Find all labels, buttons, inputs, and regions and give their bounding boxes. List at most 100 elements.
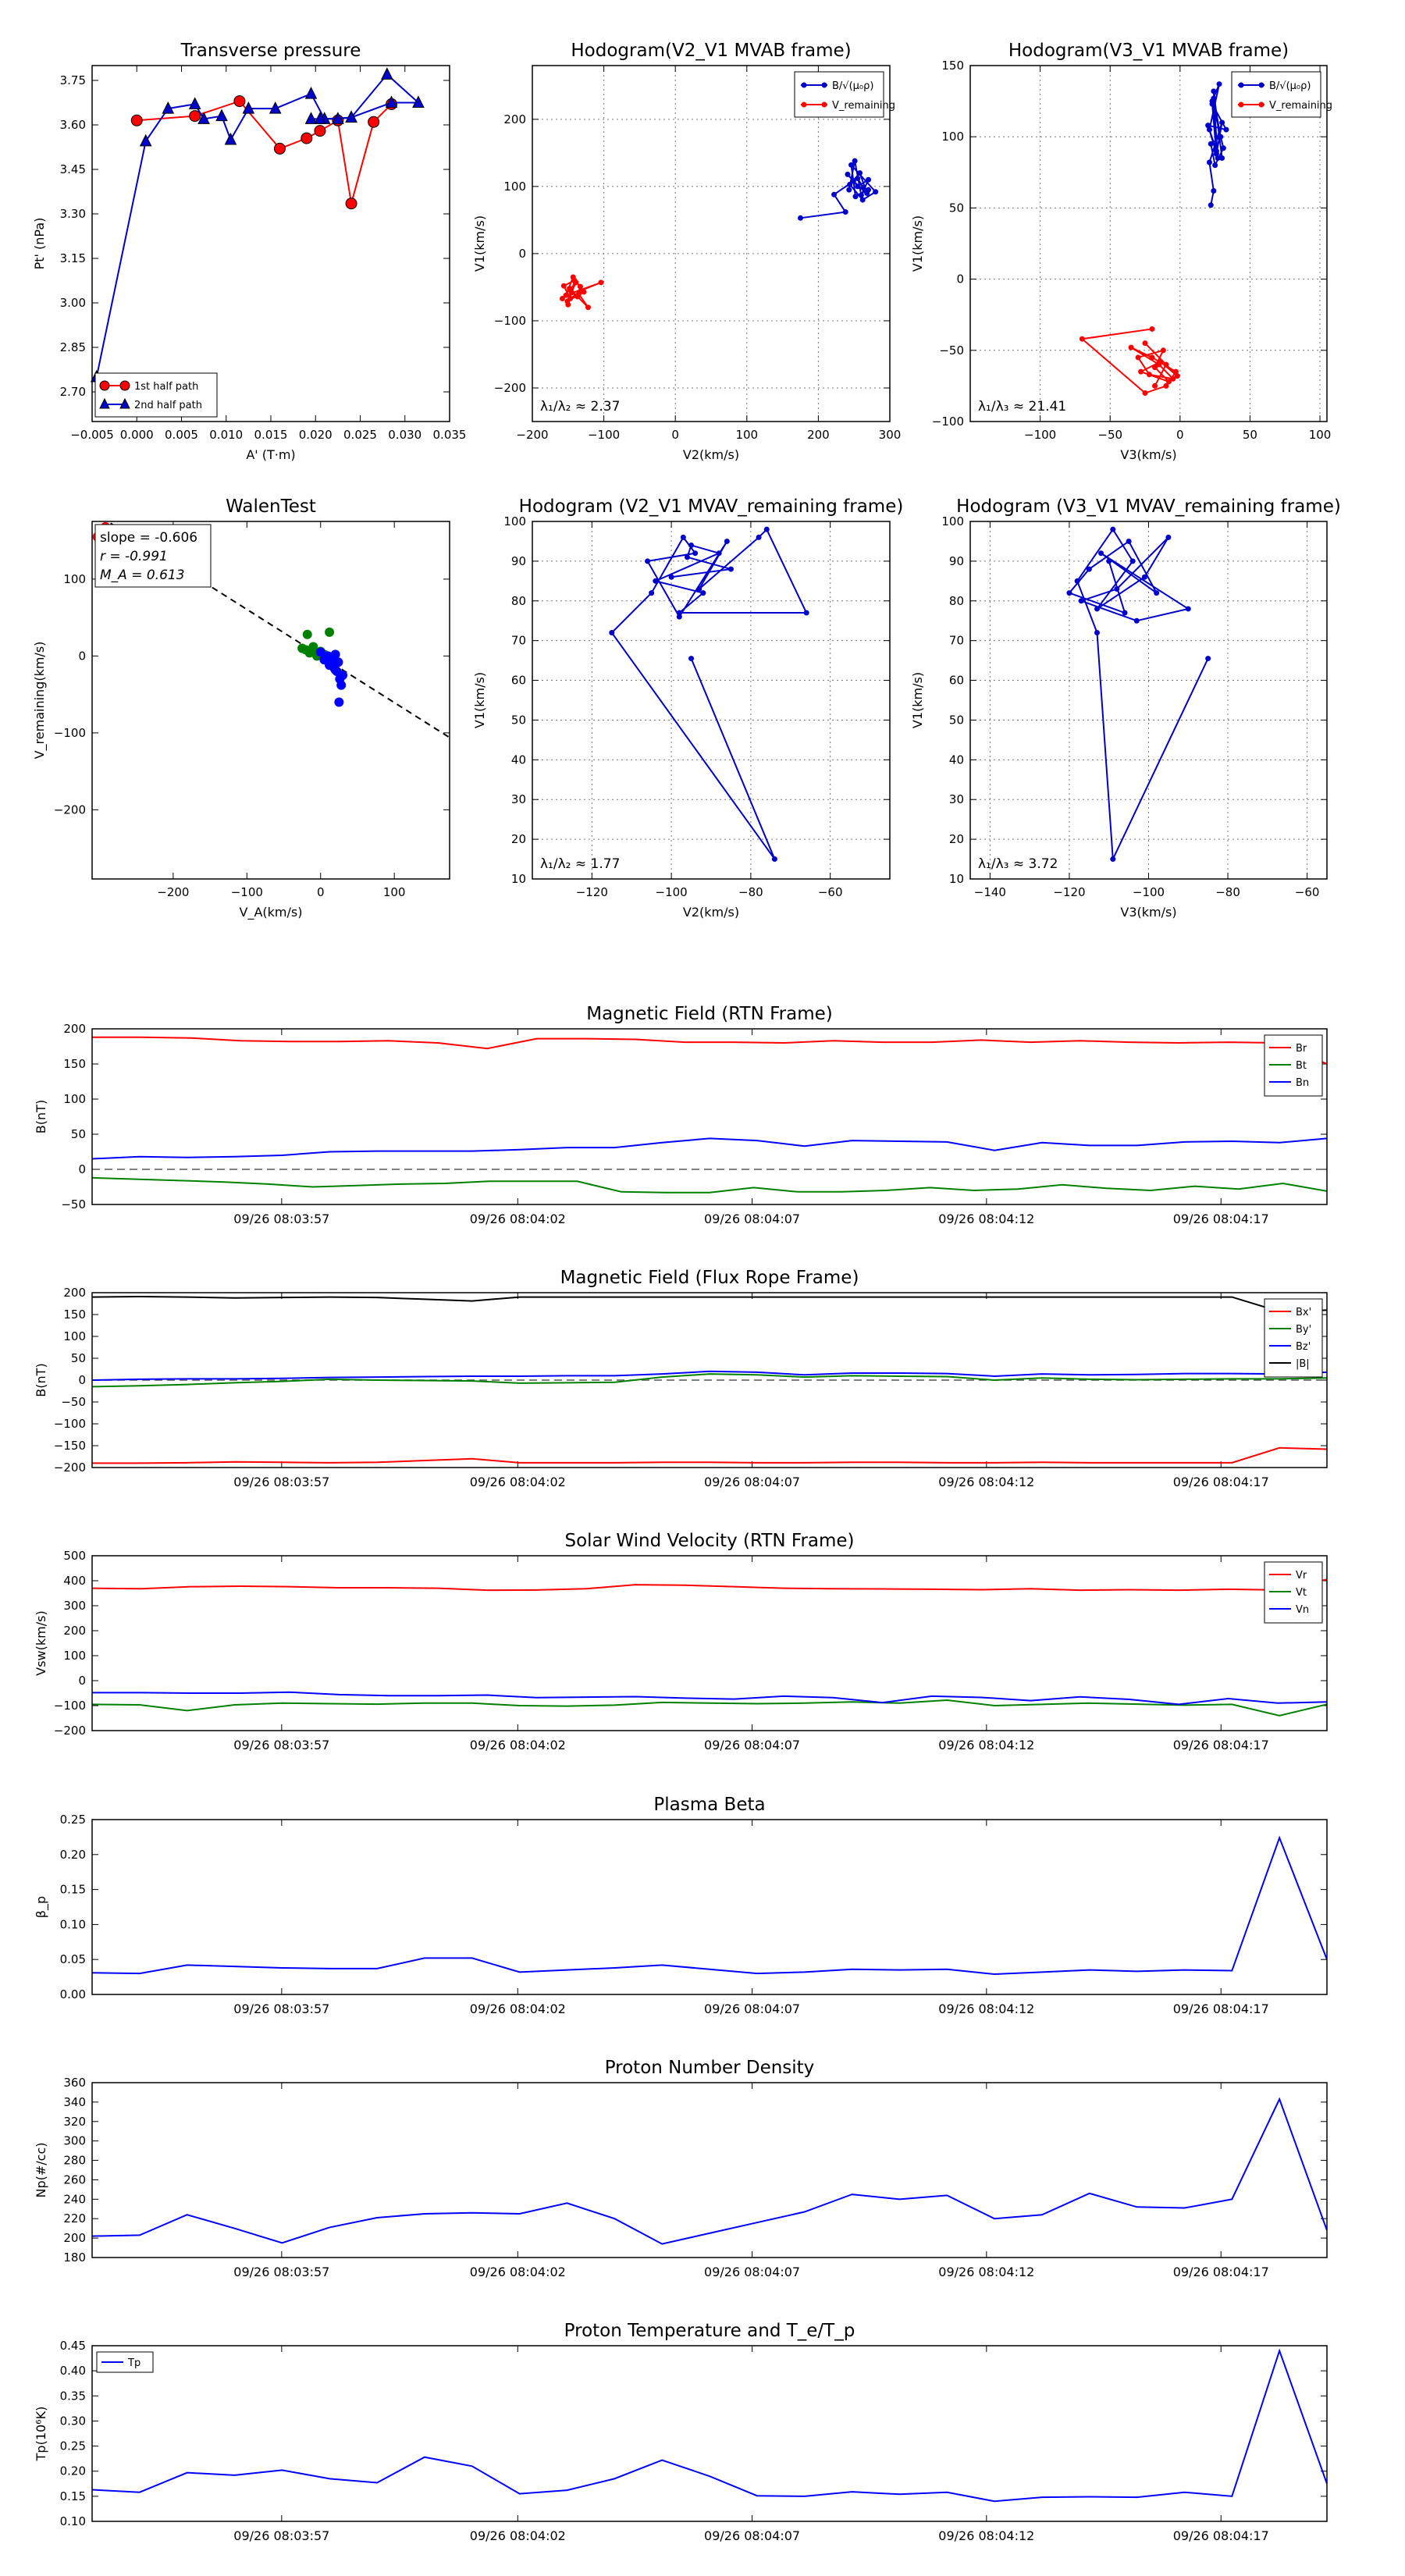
x-tick-label: −60 — [818, 885, 843, 899]
data-point — [224, 132, 237, 145]
y-axis-label: V1(km/s) — [910, 215, 925, 272]
x-tick-label: −200 — [157, 885, 189, 899]
plot-border — [969, 65, 1328, 422]
data-point — [676, 614, 682, 620]
x-tick-label: 100 — [383, 885, 406, 899]
data-point — [855, 176, 861, 182]
x-tick-label: −200 — [516, 428, 548, 442]
y-tick-label: 0.30 — [60, 2414, 86, 2428]
x-tick-label: 09/26 08:03:57 — [233, 1212, 329, 1226]
y-tick-label: −200 — [54, 802, 86, 817]
x-tick-label: −0.005 — [70, 428, 114, 442]
data-point — [1149, 354, 1155, 361]
data-point — [1094, 606, 1100, 612]
data-point — [848, 162, 855, 168]
x-tick-label: 09/26 08:04:07 — [704, 1738, 800, 1752]
y-tick-label: 60 — [511, 674, 526, 688]
series-line-Br — [92, 1036, 1327, 1065]
x-tick-label: 50 — [1243, 428, 1257, 442]
data-point — [1110, 526, 1116, 532]
y-tick-label: 10 — [949, 872, 964, 886]
data-point — [571, 277, 578, 283]
data-point — [567, 286, 573, 292]
data-point — [860, 185, 866, 191]
y-tick-label: 150 — [63, 1057, 86, 1071]
plot-border — [969, 521, 1328, 880]
chart-h1: Hodogram(V2_V1 MVAB frame) −200 −100 0 100 20… — [472, 41, 901, 462]
data-point — [724, 538, 730, 544]
plot-border — [91, 1555, 1328, 1731]
x-tick-label: 09/26 08:04:12 — [938, 2001, 1034, 2016]
series-line-beta — [92, 1835, 1327, 1976]
x-tick-label: 09/26 08:04:17 — [1173, 1212, 1269, 1226]
data-point — [574, 294, 581, 300]
stats-box — [94, 524, 212, 588]
data-point — [162, 101, 175, 114]
y-tick-label: 100 — [503, 514, 526, 528]
data-point — [1149, 326, 1155, 332]
x-tick-label: 100 — [1309, 428, 1332, 442]
data-point — [645, 558, 651, 564]
x-tick-label: −80 — [738, 885, 763, 899]
data-point — [269, 101, 282, 114]
data-point — [1206, 126, 1212, 133]
y-tick-label: 10 — [511, 872, 526, 886]
data-point — [585, 304, 591, 311]
chart-np: Proton Number Density 180 200 220 240 260 280 3… — [34, 2058, 1328, 2279]
y-tick-label: 500 — [63, 1549, 86, 1563]
legend-label: Vn — [1296, 1604, 1309, 1616]
legend-marker — [1238, 101, 1244, 108]
plot-border — [532, 65, 891, 422]
chart-title: Hodogram(V2_V1 MVAB frame) — [571, 41, 851, 61]
y-axis-label: V_remaining(km/s) — [32, 642, 48, 760]
data-point — [864, 190, 870, 196]
y-tick-label: 200 — [503, 112, 526, 126]
y-tick-label: 40 — [949, 753, 964, 767]
y-tick-label: 80 — [511, 594, 526, 608]
series-line-Tp — [92, 2348, 1327, 2503]
plot-area — [532, 521, 890, 879]
x-tick-label: −60 — [1295, 885, 1320, 899]
y-tick-label: 0 — [78, 649, 86, 663]
data-point — [1133, 617, 1140, 624]
plot-area — [92, 1029, 1327, 1204]
x-tick-label: 09/26 08:04:02 — [470, 1212, 566, 1226]
y-tick-label: 2.70 — [60, 385, 86, 399]
plot-border — [91, 1028, 1328, 1205]
y-tick-label: −100 — [494, 314, 526, 328]
x-tick-label: 09/26 08:04:12 — [938, 1475, 1034, 1489]
data-point — [680, 534, 686, 540]
legend-label: 2nd half path — [134, 400, 202, 411]
x-tick-label: −100 — [588, 428, 620, 442]
data-point — [1106, 558, 1112, 564]
series-group — [92, 2348, 1327, 2503]
data-point — [565, 301, 571, 308]
data-point — [304, 86, 318, 99]
x-tick-label: 0.000 — [120, 428, 154, 442]
y-tick-label: 3.45 — [60, 162, 86, 176]
legend-label: Bx' — [1296, 1307, 1311, 1318]
y-tick-label: 0.10 — [60, 2514, 86, 2528]
y-tick-label: 0.15 — [60, 2489, 86, 2503]
x-tick-label: 09/26 08:04:07 — [704, 2001, 800, 2016]
data-point — [676, 610, 682, 616]
data-point — [1163, 382, 1169, 389]
data-point — [215, 109, 228, 122]
data-point — [847, 181, 853, 187]
x-tick-label: 0 — [1176, 428, 1184, 442]
legend-marker — [801, 82, 807, 88]
x-tick-label: 09/26 08:04:02 — [470, 2265, 566, 2279]
series-group — [92, 1036, 1327, 1194]
data-point — [1154, 590, 1160, 596]
y-tick-label: 200 — [63, 1286, 86, 1300]
y-tick-label: 50 — [511, 713, 526, 727]
y-tick-label: 50 — [71, 1127, 86, 1141]
x-tick-label: −140 — [974, 885, 1006, 899]
y-tick-label: 180 — [63, 2250, 86, 2265]
y-tick-label: 360 — [63, 2076, 86, 2090]
chart-title: Magnetic Field (Flux Rope Frame) — [560, 1268, 859, 1288]
x-tick-label: 09/26 08:04:02 — [470, 1475, 566, 1489]
chart-vsw: Solar Wind Velocity (RTN Frame) −200 −100 0… — [34, 1531, 1328, 1752]
y-axis-label: B(nT) — [34, 1100, 48, 1133]
